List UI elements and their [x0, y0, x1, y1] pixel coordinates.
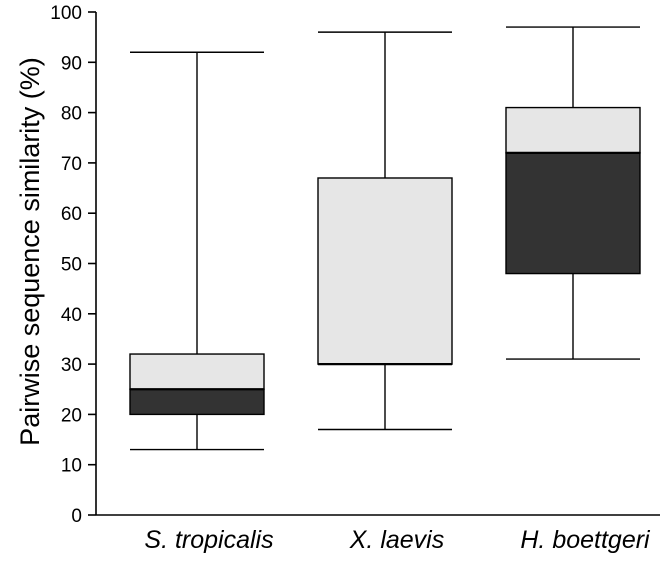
- y-tick-label: 50: [61, 255, 82, 276]
- y-tick-label: 70: [61, 154, 82, 175]
- y-tick-label: 100: [50, 3, 82, 24]
- box-1: [129, 51, 265, 451]
- y-tick-label: 10: [61, 456, 82, 477]
- y-tick-label: 60: [61, 204, 82, 225]
- y-tick-label: 40: [61, 305, 82, 326]
- y-tick-label: 20: [61, 405, 82, 426]
- y-tick-label: 30: [61, 355, 82, 376]
- y-axis-title: Pairwise sequence similarity (%): [15, 57, 45, 446]
- box-3: [505, 26, 641, 360]
- x-category-labels: S. tropicalis X. laevis H. boettgeri: [144, 526, 651, 554]
- box-upper-half: [317, 177, 453, 365]
- box-lower-half: [505, 152, 641, 275]
- x-category-label: S. tropicalis: [144, 526, 273, 554]
- box-2: [317, 31, 453, 431]
- y-ticks: 0 10 20 30 40 50 60 70 80 90 100: [50, 3, 96, 527]
- box-upper-half: [129, 353, 265, 390]
- y-tick-label: 80: [61, 104, 82, 125]
- y-tick-label: 0: [71, 506, 82, 527]
- x-category-label: H. boettgeri: [520, 526, 651, 554]
- x-category-label: X. laevis: [349, 526, 444, 554]
- box-upper-half: [505, 106, 641, 154]
- boxes-layer: [129, 26, 641, 451]
- box-lower-half: [129, 388, 265, 416]
- y-tick-label: 90: [61, 53, 82, 74]
